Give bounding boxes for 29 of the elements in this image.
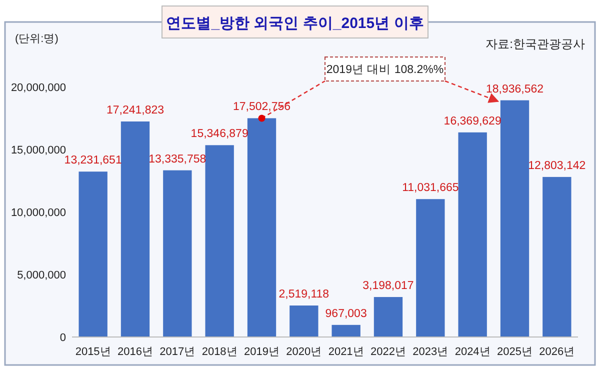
data-label: 3,198,017 xyxy=(362,280,414,292)
x-tick-label: 2021년 xyxy=(328,346,364,358)
y-tick-label: 0 xyxy=(60,332,66,344)
x-tick-label: 2024년 xyxy=(454,346,490,358)
x-tick-label: 2026년 xyxy=(539,346,575,358)
annotation: 2019년 대비 108.2%% xyxy=(326,64,444,76)
x-tick-label: 2016년 xyxy=(118,346,153,358)
data-label: 2,519,118 xyxy=(278,288,330,301)
y-axis-title: (단위:명) xyxy=(15,33,58,45)
data-label: 17,502,756 xyxy=(232,101,291,114)
y-tick-label: 10,000,000 xyxy=(10,207,66,219)
x-tick-label: 2022년 xyxy=(370,346,406,358)
chart-title: 연도별_방한 외국인 추이_2015년 이후 xyxy=(166,15,424,32)
x-tick-label: 2025년 xyxy=(497,346,532,358)
x-tick-label: 2023년 xyxy=(412,346,448,358)
data-label: 12,803,142 xyxy=(528,160,586,172)
y-tick-label: 15,000,000 xyxy=(10,144,66,156)
data-label: 967,003 xyxy=(325,308,367,320)
x-tick-label: 2015년 xyxy=(75,346,111,358)
y-tick-label: 5,000,000 xyxy=(17,270,66,282)
x-tick-label: 2020년 xyxy=(286,346,322,358)
y-tick-label: 20,000,000 xyxy=(10,82,66,94)
data-label: 18,936,562 xyxy=(486,83,544,96)
x-tick-label: 2018년 xyxy=(202,346,238,358)
data-label: 11,031,665 xyxy=(402,182,459,194)
data-label: 17,241,823 xyxy=(106,104,164,116)
x-tick-label: 2017년 xyxy=(160,346,196,358)
text: 자료:한국관광공사 xyxy=(486,37,585,51)
x-tick-label: 2019년 xyxy=(244,346,280,358)
